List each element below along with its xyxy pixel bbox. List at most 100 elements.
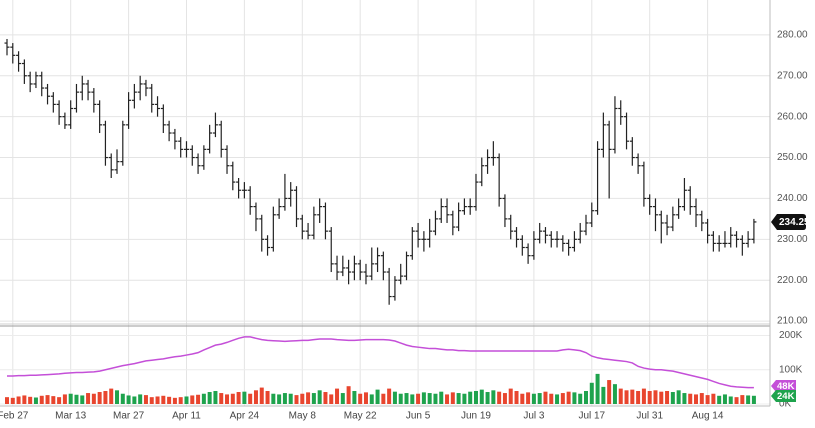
ma-last-tag: [771, 380, 796, 392]
volume-bar: [560, 393, 565, 404]
volume-bar: [427, 393, 432, 404]
volume-bar: [323, 392, 328, 404]
x-tick-label: Jun 19: [461, 411, 491, 422]
volume-bar: [190, 395, 195, 404]
x-tick-label: Jul 31: [636, 411, 663, 422]
x-tick-label: Aug 14: [692, 411, 724, 422]
volume-tick-label: 200K: [779, 330, 803, 341]
volume-bar: [265, 390, 270, 404]
volume-bar: [682, 393, 687, 404]
volume-bar: [392, 391, 397, 404]
volume-bar: [196, 394, 201, 404]
volume-bar: [450, 392, 455, 404]
volume-bar: [68, 393, 73, 404]
x-tick-label: Feb 27: [0, 411, 29, 422]
volume-bar: [207, 392, 212, 404]
volume-bar: [335, 388, 340, 404]
volume-bar: [381, 393, 386, 404]
volume-bar: [172, 397, 177, 404]
volume-bar: [369, 394, 374, 404]
volume-bar: [51, 396, 56, 404]
volume-bar: [497, 391, 502, 404]
volume-bar: [404, 393, 409, 404]
y-tick-label: 220.00: [777, 275, 808, 286]
x-tick-label: Jul 3: [523, 411, 545, 422]
volume-bar: [439, 391, 444, 404]
volume-bar: [91, 393, 96, 404]
volume-last-label: 24K: [777, 391, 795, 402]
volume-bar: [86, 393, 91, 404]
volume-bar: [618, 388, 623, 404]
volume-bar: [294, 395, 299, 404]
volume-bar: [722, 394, 727, 404]
volume-bar: [589, 382, 594, 404]
x-tick-label: Jul 17: [578, 411, 605, 422]
volume-bar: [28, 396, 33, 404]
volume-bar: [387, 388, 392, 404]
volume-bar: [225, 394, 230, 404]
y-tick-label: 280.00: [777, 30, 808, 41]
volume-bar: [62, 394, 67, 404]
volume-bar: [456, 393, 461, 404]
volume-last-tag: [771, 390, 796, 402]
volume-bar: [502, 393, 507, 404]
volume-bar: [80, 395, 85, 404]
volume-bar: [352, 390, 357, 404]
volume-tick-label: 100K: [779, 364, 803, 375]
x-tick-label: May 22: [344, 411, 377, 422]
volume-bar: [230, 393, 235, 404]
volume-bar: [508, 388, 513, 404]
ma-last-label: 48K: [777, 381, 795, 392]
volume-bar: [271, 393, 276, 404]
volume-bar: [10, 397, 15, 404]
volume-bar: [45, 395, 50, 404]
volume-bar: [398, 393, 403, 404]
volume-bar: [584, 390, 588, 404]
volume-bar: [421, 392, 426, 404]
volume-bar: [479, 389, 484, 404]
volume-bar: [433, 393, 438, 404]
volume-bar: [537, 393, 542, 404]
y-tick-label: 250.00: [777, 152, 808, 163]
volume-bar: [473, 390, 478, 404]
volume-bar: [161, 395, 166, 404]
y-tick-label: 240.00: [777, 193, 808, 204]
volume-bar: [213, 390, 218, 404]
volume-bar: [462, 393, 467, 404]
volume-bar: [167, 396, 172, 404]
y-tick-label: 230.00: [777, 234, 808, 245]
volume-bar: [549, 393, 554, 404]
volume-bar: [601, 386, 606, 404]
volume-bar: [253, 390, 258, 404]
volume-bar: [641, 388, 646, 404]
volume-bar: [109, 388, 114, 404]
volume-bar: [317, 390, 322, 404]
x-tick-label: Jun 5: [406, 411, 431, 422]
volume-bar: [236, 392, 241, 404]
volume-bar: [155, 396, 160, 404]
volume-bar: [711, 393, 716, 404]
y-tick-label: 260.00: [777, 111, 808, 122]
volume-bar: [57, 397, 62, 404]
volume-bar: [306, 392, 311, 404]
volume-bar: [126, 395, 131, 404]
x-tick-label: Apr 11: [172, 411, 201, 422]
volume-bar: [717, 395, 722, 404]
volume-bar: [659, 391, 664, 404]
volume-bar: [277, 394, 282, 404]
volume-bar: [485, 392, 490, 404]
volume-bar: [33, 397, 38, 404]
volume-bar: [300, 393, 305, 404]
volume-bar: [259, 387, 264, 404]
volume-bar: [676, 390, 681, 404]
volume-bar: [184, 396, 189, 404]
volume-bar: [132, 396, 137, 404]
volume-bar: [699, 393, 704, 404]
last-price-label: 234.25: [779, 217, 810, 228]
volume-bar: [242, 391, 247, 404]
volume-bar: [468, 391, 473, 404]
x-tick-label: Apr 24: [230, 411, 260, 422]
volume-bar: [416, 393, 421, 404]
